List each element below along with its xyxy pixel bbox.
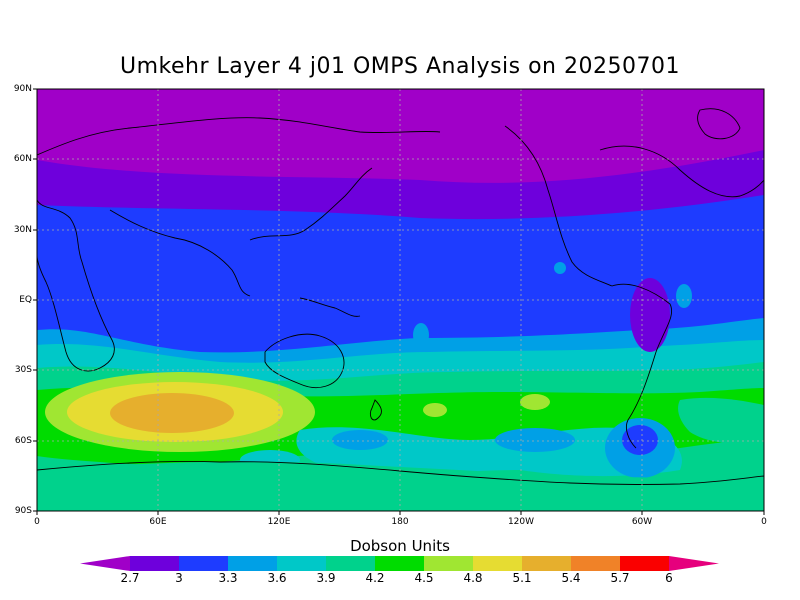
- colorbar-swatch: [130, 556, 179, 571]
- x-tick-label: 60W: [631, 517, 653, 527]
- colorbar: [80, 556, 719, 571]
- y-tick-label: 30S: [14, 365, 32, 375]
- colorbar-level-label: 3.9: [316, 571, 336, 585]
- x-tick-label: 60E: [149, 517, 167, 527]
- y-tick-label: EQ: [19, 295, 32, 305]
- colorbar-low-arrow: [80, 556, 130, 571]
- colorbar-level-label: 5.7: [610, 571, 630, 585]
- y-tick-label: 30N: [13, 225, 32, 235]
- colorbar-level-label: 6: [665, 571, 673, 585]
- colorbar-swatch: [571, 556, 620, 571]
- colorbar-swatch: [522, 556, 571, 571]
- colorbar-level-label: 5.4: [561, 571, 581, 585]
- y-tick-label: 90S: [14, 506, 32, 516]
- colorbar-swatch: [326, 556, 375, 571]
- colorbar-title: Dobson Units: [350, 537, 450, 555]
- colorbar-swatch: [473, 556, 522, 571]
- colorbar-level-label: 4.8: [463, 571, 483, 585]
- x-tick-label: 0: [34, 517, 40, 527]
- colorbar-high-arrow: [669, 556, 719, 571]
- map-title: Umkehr Layer 4 j01 OMPS Analysis on 2025…: [120, 54, 680, 79]
- x-tick-label: 0: [761, 517, 767, 527]
- colorbar-level-label: 3.3: [218, 571, 238, 585]
- colorbar-level-label: 3.6: [267, 571, 287, 585]
- colorbar-swatch: [277, 556, 326, 571]
- colorbar-level-label: 4.5: [414, 571, 434, 585]
- y-tick-label: 60S: [14, 436, 32, 446]
- colorbar-level-label: 3: [175, 571, 183, 585]
- x-tick-label: 120E: [267, 517, 291, 527]
- x-tick-label: 120W: [507, 517, 535, 527]
- colorbar-level-label: 5.1: [512, 571, 532, 585]
- y-tick-label: 60N: [13, 154, 32, 164]
- colorbar-swatch: [179, 556, 228, 571]
- x-tick-label: 180: [391, 517, 409, 527]
- axis-ticks: [33, 88, 765, 515]
- colorbar-level-label: 4.2: [365, 571, 385, 585]
- colorbar-swatch: [375, 556, 424, 571]
- colorbar-swatch: [424, 556, 473, 571]
- y-tick-label: 90N: [13, 84, 32, 94]
- colorbar-level-label: 2.7: [120, 571, 140, 585]
- colorbar-swatch: [620, 556, 669, 571]
- colorbar-swatch: [228, 556, 277, 571]
- coastlines: [37, 108, 764, 485]
- graticule: [37, 89, 764, 511]
